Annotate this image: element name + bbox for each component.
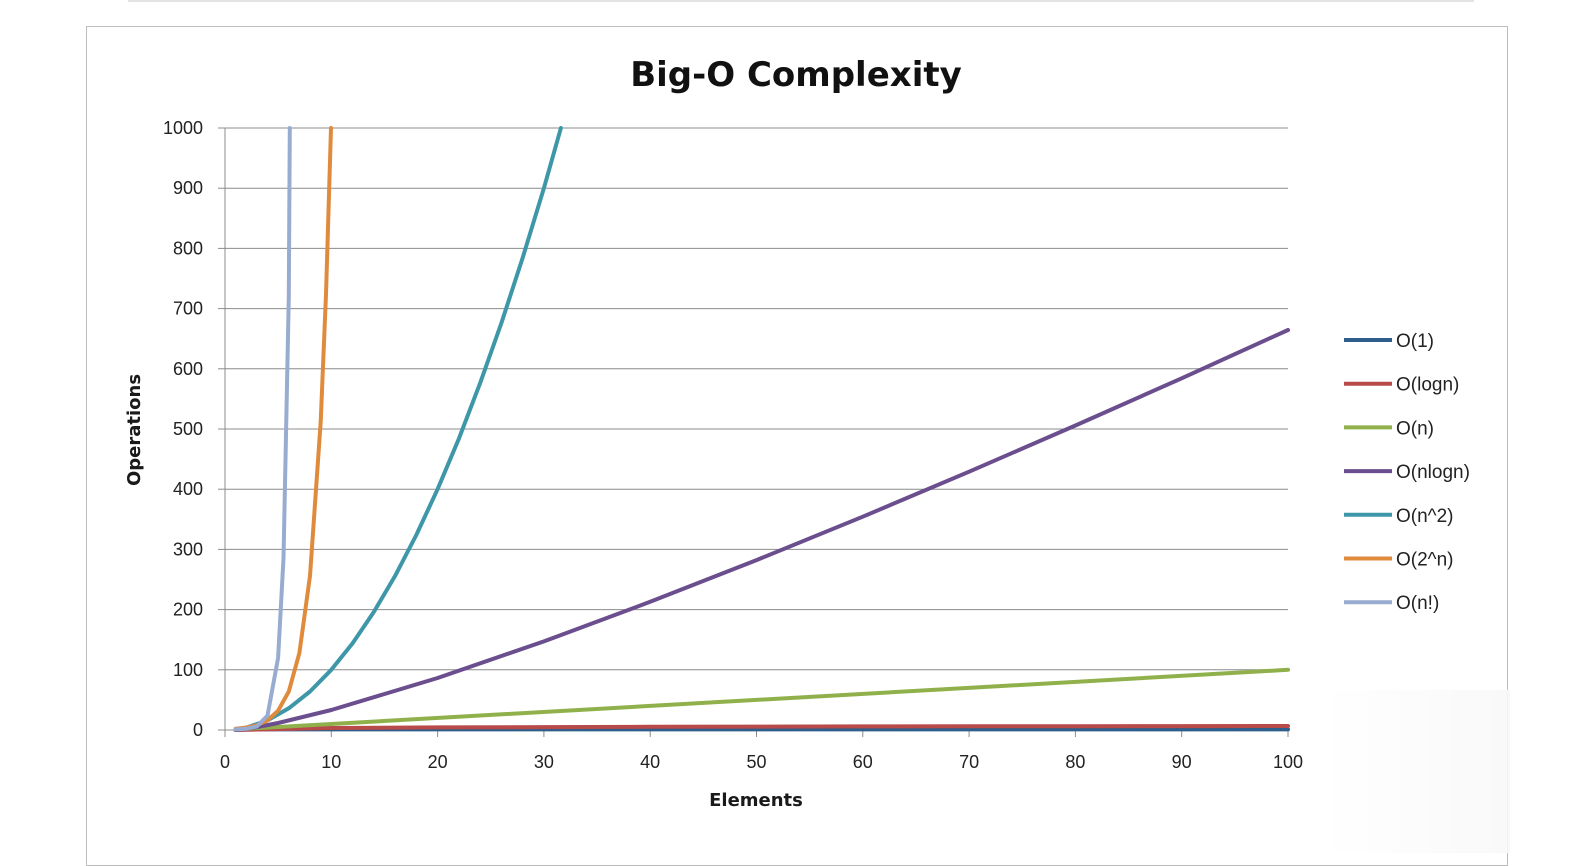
x-tick-label: 60 (853, 752, 873, 772)
x-tick-label: 30 (534, 752, 554, 772)
legend-label-o-1: O(1) (1396, 331, 1434, 352)
series-line-o-n-2 (233, 126, 563, 732)
x-tick-label: 0 (220, 752, 230, 772)
chart-title: Big-O Complexity (630, 55, 962, 95)
series-line-o-logn (233, 724, 1290, 732)
y-tick-label: 1000 (163, 118, 203, 138)
legend-label-o-n: O(n!) (1396, 593, 1439, 614)
x-tick-label: 10 (321, 752, 341, 772)
y-tick-label: 0 (193, 720, 203, 740)
legend-label-o-2-n: O(2^n) (1396, 550, 1453, 571)
gridlines (225, 127, 1288, 671)
series-lines (233, 126, 1290, 732)
x-tick-label: 20 (428, 752, 448, 772)
legend-label-o-logn: O(logn) (1396, 375, 1459, 396)
bottom-right-shade (1320, 690, 1510, 853)
y-tick-label: 200 (173, 600, 203, 620)
x-tick-label: 50 (746, 752, 766, 772)
y-axis-title: Operations (124, 374, 145, 486)
y-tick-label: 900 (173, 178, 203, 198)
y-tick-label: 100 (173, 660, 203, 680)
legend-label-o-n: O(n) (1396, 418, 1434, 439)
y-tick-label: 400 (173, 479, 203, 499)
y-axis-ticks: 0 100 200 300 400 500 600 700 800 900 1000 (163, 118, 225, 740)
x-tick-label: 40 (640, 752, 660, 772)
y-tick-label: 700 (173, 299, 203, 319)
series-line-o-2-n (233, 126, 333, 731)
x-tick-label: 70 (959, 752, 979, 772)
legend-label-o-n-2: O(n^2) (1396, 506, 1453, 527)
series-line-o-n (233, 126, 292, 732)
series-line-o-nlogn (233, 328, 1290, 732)
y-tick-label: 500 (173, 419, 203, 439)
x-axis-ticks: 0 10 20 30 40 50 60 70 80 90 100 (220, 730, 1303, 772)
y-tick-label: 300 (173, 539, 203, 559)
x-tick-label: 100 (1273, 752, 1303, 772)
legend: O(1) O(logn) O(n) O(nlogn) O(n^2) O(2^n) O(n!) (1344, 331, 1470, 614)
x-tick-label: 90 (1172, 752, 1192, 772)
top-divider (128, 0, 1474, 2)
x-axis-title: Elements (709, 790, 803, 811)
series-line-o-n (233, 667, 1290, 732)
legend-label-o-nlogn: O(nlogn) (1396, 462, 1470, 483)
x-tick-label: 80 (1065, 752, 1085, 772)
y-tick-label: 800 (173, 238, 203, 258)
y-tick-label: 600 (173, 359, 203, 379)
